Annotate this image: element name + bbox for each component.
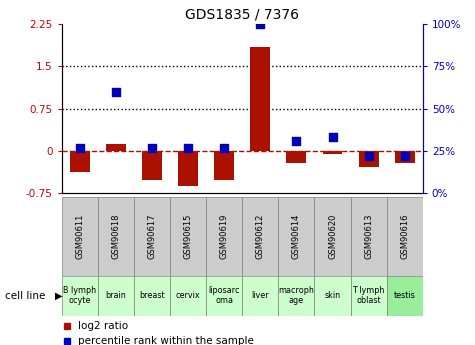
- Point: [329, 135, 336, 140]
- Bar: [387, 276, 423, 316]
- Bar: [359, 151, 379, 167]
- Text: GSM90617: GSM90617: [148, 214, 156, 259]
- Bar: [170, 276, 206, 316]
- Bar: [387, 197, 423, 276]
- Point: [148, 145, 156, 150]
- Title: GDS1835 / 7376: GDS1835 / 7376: [185, 8, 299, 22]
- Text: GSM90618: GSM90618: [112, 214, 120, 259]
- Text: testis: testis: [394, 291, 416, 300]
- Bar: [314, 197, 351, 276]
- Point: [184, 145, 192, 150]
- Bar: [242, 197, 278, 276]
- Point: [256, 21, 264, 27]
- Bar: [178, 151, 198, 186]
- Bar: [206, 197, 242, 276]
- Text: liver: liver: [251, 291, 269, 300]
- Text: macroph
age: macroph age: [278, 286, 314, 305]
- Text: GSM90614: GSM90614: [292, 214, 301, 259]
- Point: [220, 145, 228, 150]
- Text: GSM90620: GSM90620: [328, 214, 337, 259]
- Bar: [70, 151, 90, 172]
- Bar: [170, 197, 206, 276]
- Bar: [250, 47, 270, 151]
- Bar: [323, 151, 342, 154]
- Bar: [62, 197, 98, 276]
- Bar: [62, 276, 98, 316]
- Text: log2 ratio: log2 ratio: [78, 321, 129, 331]
- Bar: [278, 276, 314, 316]
- Point: [76, 145, 84, 150]
- Bar: [142, 151, 162, 180]
- Point: [401, 153, 408, 159]
- Bar: [351, 197, 387, 276]
- Bar: [278, 197, 314, 276]
- Bar: [206, 276, 242, 316]
- Bar: [98, 197, 134, 276]
- Point: [112, 89, 120, 95]
- Bar: [134, 276, 170, 316]
- Text: skin: skin: [324, 291, 341, 300]
- Text: brain: brain: [105, 291, 126, 300]
- Bar: [98, 276, 134, 316]
- Text: cervix: cervix: [176, 291, 200, 300]
- Text: GSM90615: GSM90615: [184, 214, 192, 259]
- Bar: [106, 144, 126, 151]
- Text: liposarc
oma: liposarc oma: [209, 286, 240, 305]
- Text: GSM90619: GSM90619: [220, 214, 228, 259]
- Text: ▶: ▶: [55, 291, 62, 301]
- Point: [365, 153, 372, 159]
- Text: B lymph
ocyte: B lymph ocyte: [63, 286, 96, 305]
- Bar: [214, 151, 234, 180]
- Text: GSM90616: GSM90616: [400, 214, 409, 259]
- Bar: [134, 197, 170, 276]
- Bar: [286, 151, 306, 163]
- Text: T lymph
oblast: T lymph oblast: [352, 286, 385, 305]
- Text: GSM90611: GSM90611: [76, 214, 84, 259]
- Bar: [242, 276, 278, 316]
- Text: GSM90613: GSM90613: [364, 214, 373, 259]
- Bar: [395, 151, 415, 163]
- Point: [293, 138, 300, 144]
- Bar: [314, 276, 351, 316]
- Text: cell line: cell line: [5, 291, 45, 301]
- Text: GSM90612: GSM90612: [256, 214, 265, 259]
- Bar: [351, 276, 387, 316]
- Text: breast: breast: [139, 291, 165, 300]
- Text: percentile rank within the sample: percentile rank within the sample: [78, 336, 254, 345]
